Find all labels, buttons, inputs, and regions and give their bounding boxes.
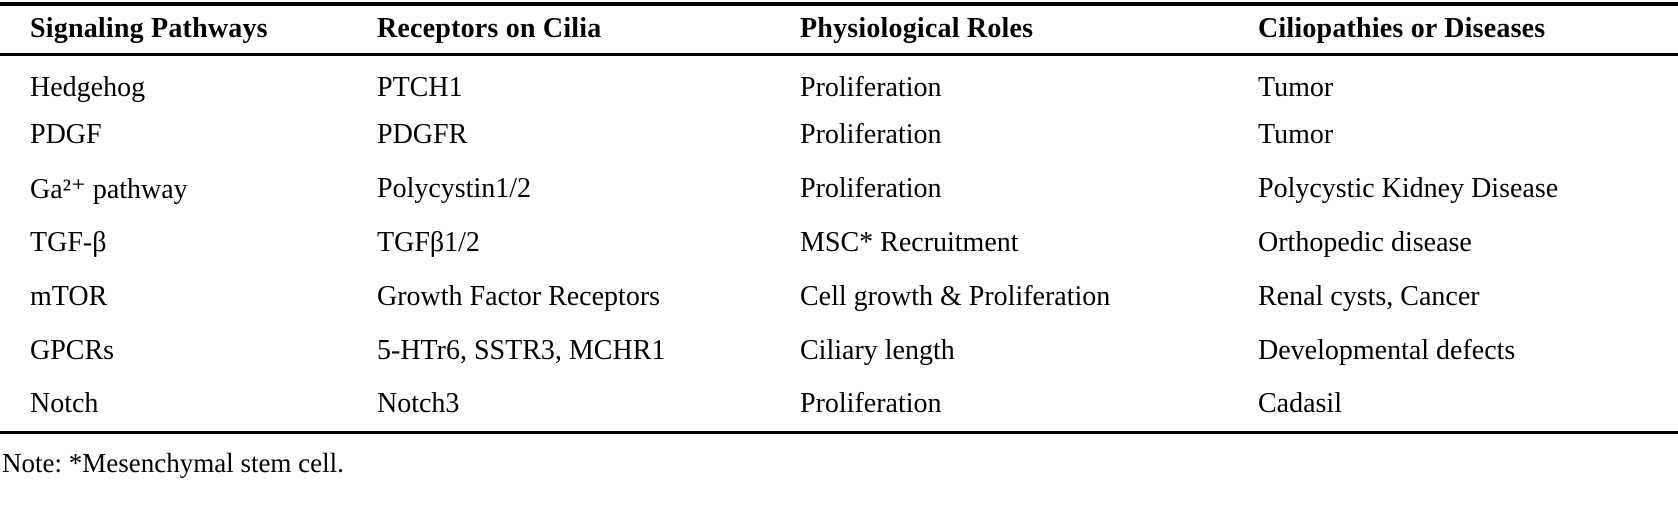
cell-physiological-role: Proliferation (800, 119, 942, 150)
table-row: mTOR Growth Factor Receptors Cell growth… (0, 270, 1678, 324)
cell-physiological-role: Cell growth & Proliferation (800, 281, 1111, 312)
cell-receptor-on-cilia: Polycystin1/2 (377, 173, 532, 204)
cell-signaling-pathway: Ga²⁺ pathway (30, 174, 188, 205)
cell-ciliopathy-or-disease: Renal cysts, Cancer (1258, 281, 1480, 312)
cell-signaling-pathway: mTOR (30, 281, 108, 312)
column-header-ciliopathies-or-diseases: Ciliopathies or Diseases (1228, 4, 1678, 56)
cell-receptor-on-cilia: 5-HTr6, SSTR3, MCHR1 (377, 335, 666, 366)
cell-physiological-role: Proliferation (800, 173, 942, 204)
cell-receptor-on-cilia: Notch3 (377, 388, 460, 420)
table-footnote: Note: *Mesenchymal stem cell. (2, 447, 344, 478)
cell-ciliopathy-or-disease: Developmental defects (1258, 335, 1516, 366)
column-header-receptors-on-cilia: Receptors on Cilia (347, 4, 770, 56)
cell-receptor-on-cilia: Growth Factor Receptors (377, 281, 661, 312)
table-body: Hedgehog PTCH1 Proliferation Tumor PDGF … (0, 54, 1678, 432)
cilia-signaling-table: Signaling Pathways Receptors on Cilia Ph… (0, 2, 1678, 434)
table-header-row: Signaling Pathways Receptors on Cilia Ph… (0, 4, 1678, 56)
table-row: Notch Notch3 Proliferation Cadasil (0, 378, 1678, 432)
cell-physiological-role: Proliferation (800, 388, 942, 420)
cell-ciliopathy-or-disease: Orthopedic disease (1258, 227, 1472, 258)
cell-receptor-on-cilia: TGFβ1/2 (377, 227, 480, 258)
column-header-signaling-pathways: Signaling Pathways (0, 4, 347, 56)
cell-signaling-pathway: GPCRs (30, 335, 115, 366)
cell-signaling-pathway: Notch (30, 388, 99, 420)
table-row: GPCRs 5-HTr6, SSTR3, MCHR1 Ciliary lengt… (0, 324, 1678, 378)
cell-signaling-pathway: PDGF (30, 119, 102, 150)
cell-physiological-role: Ciliary length (800, 335, 955, 366)
cell-signaling-pathway: Hedgehog (30, 71, 146, 103)
table-row: PDGF PDGFR Proliferation Tumor (0, 108, 1678, 162)
table-row: Ga²⁺ pathway Polycystin1/2 Proliferation… (0, 162, 1678, 216)
table-row: Hedgehog PTCH1 Proliferation Tumor (0, 54, 1678, 108)
cell-receptor-on-cilia: PDGFR (377, 119, 468, 150)
cell-ciliopathy-or-disease: Cadasil (1258, 388, 1342, 420)
cell-ciliopathy-or-disease: Tumor (1258, 71, 1334, 103)
cell-ciliopathy-or-disease: Tumor (1258, 119, 1334, 150)
cell-ciliopathy-or-disease: Polycystic Kidney Disease (1258, 173, 1559, 204)
table-row: TGF-β TGFβ1/2 MSC* Recruitment Orthopedi… (0, 216, 1678, 270)
cell-receptor-on-cilia: PTCH1 (377, 71, 463, 103)
cell-signaling-pathway: TGF-β (30, 227, 107, 258)
column-header-physiological-roles: Physiological Roles (770, 4, 1228, 56)
cell-physiological-role: Proliferation (800, 71, 942, 103)
cell-physiological-role: MSC* Recruitment (800, 227, 1019, 258)
